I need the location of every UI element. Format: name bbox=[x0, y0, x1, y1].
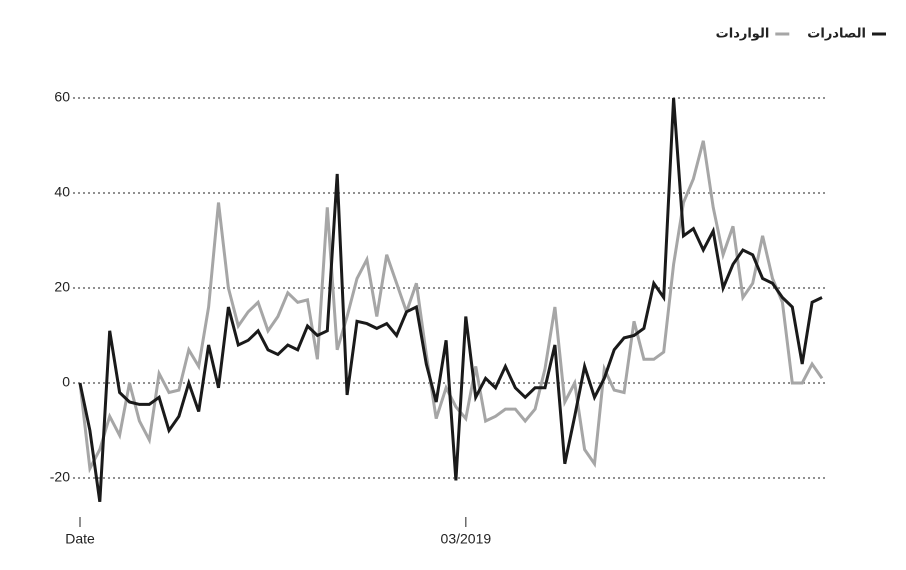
y-tick-label: 60 bbox=[54, 89, 70, 105]
y-tick-label: -20 bbox=[50, 469, 70, 485]
legend-text: الصادرات bbox=[807, 25, 866, 40]
y-tick-label: 40 bbox=[54, 184, 70, 200]
x-tick-label: 03/2019 bbox=[441, 531, 492, 547]
y-tick-label: 20 bbox=[54, 279, 70, 295]
legend-text: الواردات bbox=[716, 25, 770, 40]
series-line bbox=[78, 97, 823, 503]
y-tick-label: 0 bbox=[62, 374, 70, 390]
x-tick-label: Date bbox=[65, 531, 95, 547]
